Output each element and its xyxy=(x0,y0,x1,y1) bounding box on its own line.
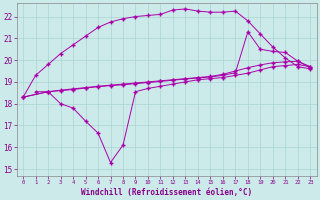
X-axis label: Windchill (Refroidissement éolien,°C): Windchill (Refroidissement éolien,°C) xyxy=(81,188,252,197)
